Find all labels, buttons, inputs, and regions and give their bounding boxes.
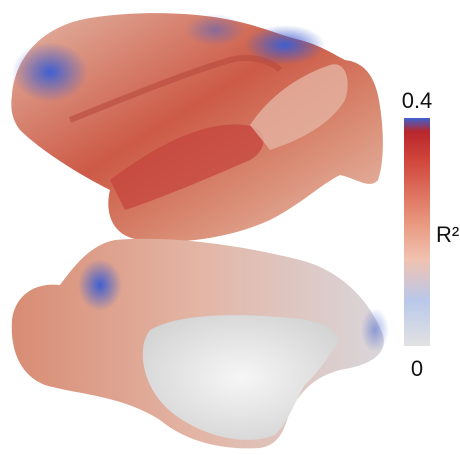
lateral-surface [11,13,383,242]
colorbar-gradient [404,118,430,346]
colorbar-min: 0 [411,356,423,381]
medial-surface [11,238,389,449]
colorbar-label: R² [436,222,459,247]
colorbar: 0.4 R² 0 [402,88,460,381]
colorbar-max: 0.4 [402,88,433,113]
